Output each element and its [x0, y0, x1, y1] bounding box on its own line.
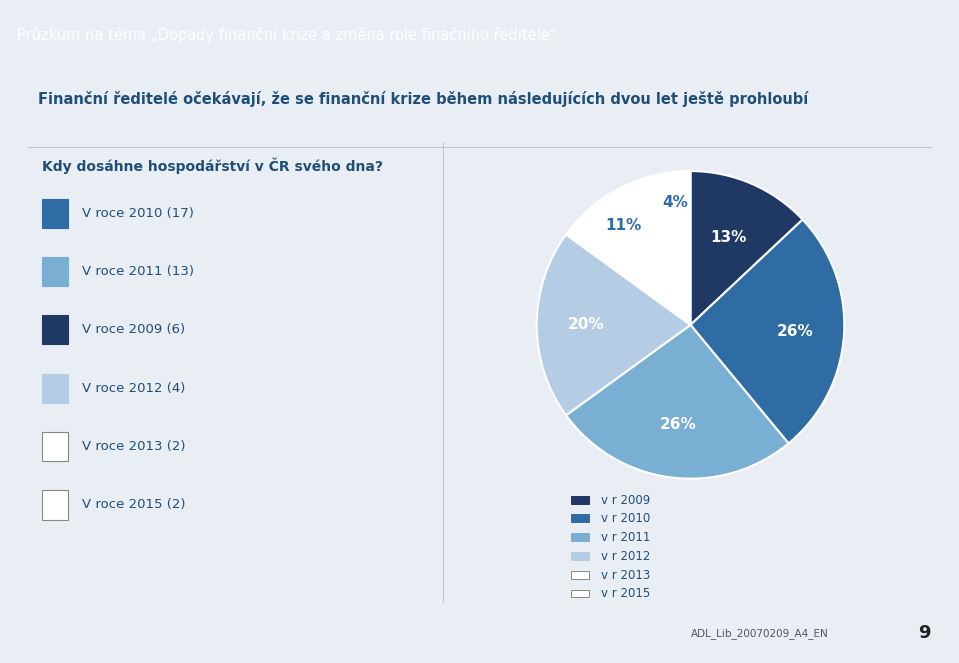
Text: Průzkum na téma „Dopady finanční krize a změna role finačního ředitele“: Průzkum na téma „Dopady finanční krize a… [17, 27, 557, 43]
Text: v r 2010: v r 2010 [600, 512, 650, 525]
Text: v r 2013: v r 2013 [600, 569, 650, 581]
Text: V roce 2010 (17): V roce 2010 (17) [82, 207, 194, 219]
Wedge shape [566, 176, 690, 325]
Text: V roce 2013 (2): V roce 2013 (2) [82, 440, 185, 453]
FancyBboxPatch shape [42, 316, 68, 345]
Text: V roce 2009 (6): V roce 2009 (6) [82, 324, 185, 336]
FancyBboxPatch shape [42, 432, 68, 461]
Text: 9: 9 [918, 624, 930, 642]
Text: v r 2011: v r 2011 [600, 531, 650, 544]
FancyBboxPatch shape [571, 571, 589, 579]
Text: 11%: 11% [605, 218, 642, 233]
FancyBboxPatch shape [571, 533, 589, 541]
Text: 4%: 4% [662, 196, 688, 210]
FancyBboxPatch shape [42, 199, 68, 228]
Text: Kdy dosáhne hospodářství v ČR svého dna?: Kdy dosáhne hospodářství v ČR svého dna? [42, 158, 384, 174]
Text: 20%: 20% [568, 318, 604, 332]
FancyBboxPatch shape [571, 589, 589, 597]
Text: 26%: 26% [660, 416, 696, 432]
Text: 26%: 26% [777, 324, 813, 339]
FancyBboxPatch shape [571, 496, 589, 504]
Text: V roce 2015 (2): V roce 2015 (2) [82, 499, 185, 511]
FancyBboxPatch shape [571, 552, 589, 560]
FancyBboxPatch shape [42, 491, 68, 520]
Text: v r 2015: v r 2015 [600, 587, 650, 601]
Text: v r 2012: v r 2012 [600, 550, 650, 563]
Wedge shape [690, 171, 803, 325]
FancyBboxPatch shape [42, 257, 68, 286]
FancyBboxPatch shape [42, 374, 68, 403]
Text: ADL_Lib_20070209_A4_EN: ADL_Lib_20070209_A4_EN [690, 628, 829, 638]
Text: v r 2009: v r 2009 [600, 493, 650, 507]
FancyBboxPatch shape [571, 514, 589, 522]
Wedge shape [566, 325, 788, 479]
Text: V roce 2012 (4): V roce 2012 (4) [82, 382, 185, 394]
Wedge shape [537, 235, 690, 415]
Text: Finanční ředitelé očekávají, že se finanční krize během následujících dvou let j: Finanční ředitelé očekávají, že se finan… [37, 91, 807, 107]
Text: 13%: 13% [711, 230, 746, 245]
Text: V roce 2011 (13): V roce 2011 (13) [82, 265, 194, 278]
Wedge shape [652, 171, 690, 325]
Wedge shape [690, 219, 844, 444]
